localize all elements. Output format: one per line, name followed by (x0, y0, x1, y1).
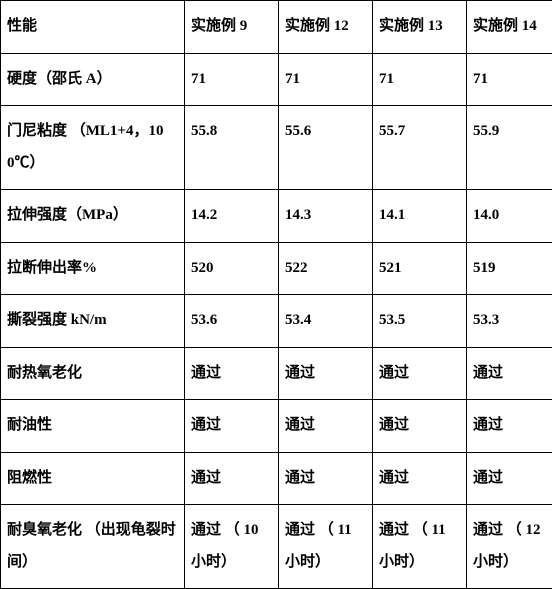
cell: 拉断伸出率% (1, 242, 185, 295)
cell: 55.9 (467, 106, 552, 190)
cell: 通过 （ 11 小时） (279, 505, 373, 589)
cell: 通过 (185, 347, 279, 400)
cell: 522 (279, 242, 373, 295)
cell: 521 (373, 242, 467, 295)
cell: 耐臭氧老化 （出现龟裂时间） (1, 505, 185, 589)
data-table: 性能 实施例 9 实施例 12 实施例 13 实施例 14 硬度（邵氏 A） 7… (0, 0, 552, 589)
cell: 通过 (373, 452, 467, 505)
table-row: 阻燃性 通过 通过 通过 通过 (1, 452, 552, 505)
header-cell: 实施例 14 (467, 1, 552, 54)
cell: 通过 （ 12 小时） (467, 505, 552, 589)
cell: 通过 (467, 400, 552, 453)
cell: 拉伸强度（MPa） (1, 190, 185, 243)
cell: 耐热氧老化 (1, 347, 185, 400)
table-container: 性能 实施例 9 实施例 12 实施例 13 实施例 14 硬度（邵氏 A） 7… (0, 0, 552, 589)
cell: 53.6 (185, 295, 279, 348)
cell: 耐油性 (1, 400, 185, 453)
cell: 通过 (467, 347, 552, 400)
table-body: 性能 实施例 9 实施例 12 实施例 13 实施例 14 硬度（邵氏 A） 7… (1, 1, 552, 589)
cell: 14.0 (467, 190, 552, 243)
cell: 通过 (373, 400, 467, 453)
table-row: 耐油性 通过 通过 通过 通过 (1, 400, 552, 453)
table-header-row: 性能 实施例 9 实施例 12 实施例 13 实施例 14 (1, 1, 552, 54)
cell: 通过 (279, 347, 373, 400)
header-cell: 性能 (1, 1, 185, 54)
cell: 硬度（邵氏 A） (1, 53, 185, 106)
cell: 通过 （ 10 小时） (185, 505, 279, 589)
cell: 55.8 (185, 106, 279, 190)
table-row: 拉断伸出率% 520 522 521 519 (1, 242, 552, 295)
table-row: 硬度（邵氏 A） 71 71 71 71 (1, 53, 552, 106)
cell: 71 (279, 53, 373, 106)
cell: 55.6 (279, 106, 373, 190)
table-row: 耐热氧老化 通过 通过 通过 通过 (1, 347, 552, 400)
table-row: 拉伸强度（MPa） 14.2 14.3 14.1 14.0 (1, 190, 552, 243)
cell: 14.2 (185, 190, 279, 243)
header-cell: 实施例 9 (185, 1, 279, 54)
header-cell: 实施例 13 (373, 1, 467, 54)
cell: 71 (185, 53, 279, 106)
cell: 撕裂强度 kN/m (1, 295, 185, 348)
header-cell: 实施例 12 (279, 1, 373, 54)
cell: 通过 (279, 400, 373, 453)
cell: 通过 (185, 452, 279, 505)
cell: 520 (185, 242, 279, 295)
cell: 71 (373, 53, 467, 106)
cell: 14.1 (373, 190, 467, 243)
cell: 通过 (279, 452, 373, 505)
cell: 通过 （ 11 小时） (373, 505, 467, 589)
cell: 通过 (467, 452, 552, 505)
table-row: 撕裂强度 kN/m 53.6 53.4 53.5 53.3 (1, 295, 552, 348)
cell: 71 (467, 53, 552, 106)
cell: 阻燃性 (1, 452, 185, 505)
table-row: 门尼粘度 （ML1+4，100℃） 55.8 55.6 55.7 55.9 (1, 106, 552, 190)
cell: 53.5 (373, 295, 467, 348)
cell: 519 (467, 242, 552, 295)
cell: 53.3 (467, 295, 552, 348)
cell: 门尼粘度 （ML1+4，100℃） (1, 106, 185, 190)
cell: 55.7 (373, 106, 467, 190)
table-row: 耐臭氧老化 （出现龟裂时间） 通过 （ 10 小时） 通过 （ 11 小时） 通… (1, 505, 552, 589)
cell: 14.3 (279, 190, 373, 243)
cell: 通过 (373, 347, 467, 400)
cell: 53.4 (279, 295, 373, 348)
cell: 通过 (185, 400, 279, 453)
